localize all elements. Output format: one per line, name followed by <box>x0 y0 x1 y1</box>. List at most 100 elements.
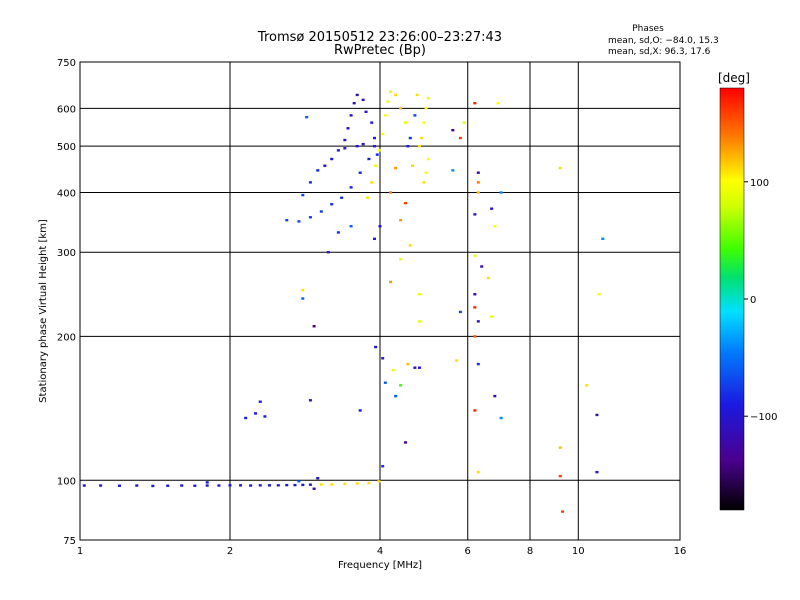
data-point <box>326 251 330 254</box>
data-point <box>403 441 407 444</box>
data-point <box>595 413 599 417</box>
data-point <box>406 144 410 148</box>
data-point <box>408 244 412 247</box>
data-point <box>496 101 500 105</box>
data-point <box>415 93 419 97</box>
x-tick-labels: 1 2 4 6 8 10 16 <box>77 546 687 557</box>
data-point <box>490 315 494 318</box>
data-point <box>558 446 562 449</box>
x-tick-label: 8 <box>527 546 533 557</box>
data-point <box>312 487 316 490</box>
colorbar-tick-label: −100 <box>750 412 777 423</box>
data-point <box>499 416 503 420</box>
data-point <box>343 138 347 142</box>
data-point <box>476 181 480 184</box>
data-point <box>301 483 305 487</box>
data-point <box>386 100 390 103</box>
data-point <box>285 219 289 222</box>
data-point <box>355 482 359 485</box>
data-point <box>285 483 289 487</box>
data-point <box>99 484 103 487</box>
data-point <box>151 484 155 488</box>
colorbar-label: [deg] <box>718 71 750 85</box>
y-tick-label: 600 <box>57 104 76 115</box>
data-point <box>276 484 280 487</box>
data-point <box>349 114 353 117</box>
data-point <box>249 484 253 487</box>
data-point <box>258 400 262 403</box>
data-point <box>378 225 382 228</box>
data-point <box>413 114 417 117</box>
data-point <box>389 280 393 284</box>
data-point <box>451 128 455 132</box>
data-point <box>381 357 385 360</box>
data-point <box>394 394 398 398</box>
data-point <box>417 366 421 369</box>
data-point <box>228 484 232 487</box>
y-tick-label: 100 <box>57 476 76 487</box>
data-point <box>193 484 197 487</box>
data-point <box>476 191 480 194</box>
chart-title: Tromsø 20150512 23:26:00–23:27:43 <box>257 30 502 45</box>
data-point <box>364 110 368 114</box>
data-point <box>253 412 257 415</box>
data-point <box>244 416 248 420</box>
data-point <box>417 293 421 296</box>
data-point <box>480 265 484 268</box>
data-point <box>451 169 455 172</box>
data-point <box>135 484 139 487</box>
data-point <box>399 384 403 387</box>
plot-area: 1 2 4 6 8 10 16 75 100 200 300 400 500 600 750 <box>57 58 686 557</box>
data-point <box>267 484 271 487</box>
data-point <box>316 477 320 480</box>
data-point <box>473 335 477 338</box>
x-tick-label: 2 <box>227 546 233 557</box>
colorbar-tick-label: 0 <box>750 295 756 306</box>
data-point <box>426 157 430 161</box>
data-point <box>373 144 377 148</box>
data-point <box>336 231 340 234</box>
data-point <box>476 470 480 474</box>
data-point <box>205 481 209 484</box>
x-tick-label: 10 <box>572 546 585 557</box>
data-point <box>389 90 393 93</box>
data-point <box>424 107 428 110</box>
data-point <box>358 409 362 412</box>
data-point <box>394 93 398 97</box>
data-point <box>301 288 305 292</box>
data-point <box>346 127 350 130</box>
y-tick-labels: 75 100 200 300 400 500 600 750 <box>57 58 76 547</box>
data-point <box>367 157 371 161</box>
y-axis-label: Stationary phase Virtual Height [km] <box>38 219 49 403</box>
data-point <box>383 114 387 117</box>
data-point <box>381 465 385 468</box>
colorbar-gradient <box>719 87 745 511</box>
x-tick-label: 1 <box>77 546 83 557</box>
data-point <box>330 157 334 161</box>
data-point <box>308 216 312 219</box>
data-point <box>558 474 562 478</box>
phases-o-line: mean, sd,O: −84.0, 15.3 <box>608 36 719 46</box>
data-point <box>263 415 267 418</box>
data-point <box>597 293 601 296</box>
data-point <box>375 153 379 156</box>
data-point <box>486 276 490 280</box>
data-point <box>420 136 424 140</box>
data-point <box>373 136 377 140</box>
y-tick-label: 750 <box>57 58 76 69</box>
data-point <box>377 480 381 483</box>
phases-heading: Phases <box>632 24 664 34</box>
data-point <box>330 483 334 486</box>
data-point <box>361 98 365 102</box>
data-point <box>561 510 565 513</box>
x-tick-label: 6 <box>465 546 471 557</box>
data-point <box>355 93 359 97</box>
data-points <box>82 90 605 513</box>
data-point <box>417 144 421 148</box>
data-point <box>308 399 312 402</box>
y-tick-label: 500 <box>57 142 76 153</box>
x-tick-label: 4 <box>377 546 383 557</box>
data-point <box>411 164 415 167</box>
data-point <box>323 164 327 167</box>
